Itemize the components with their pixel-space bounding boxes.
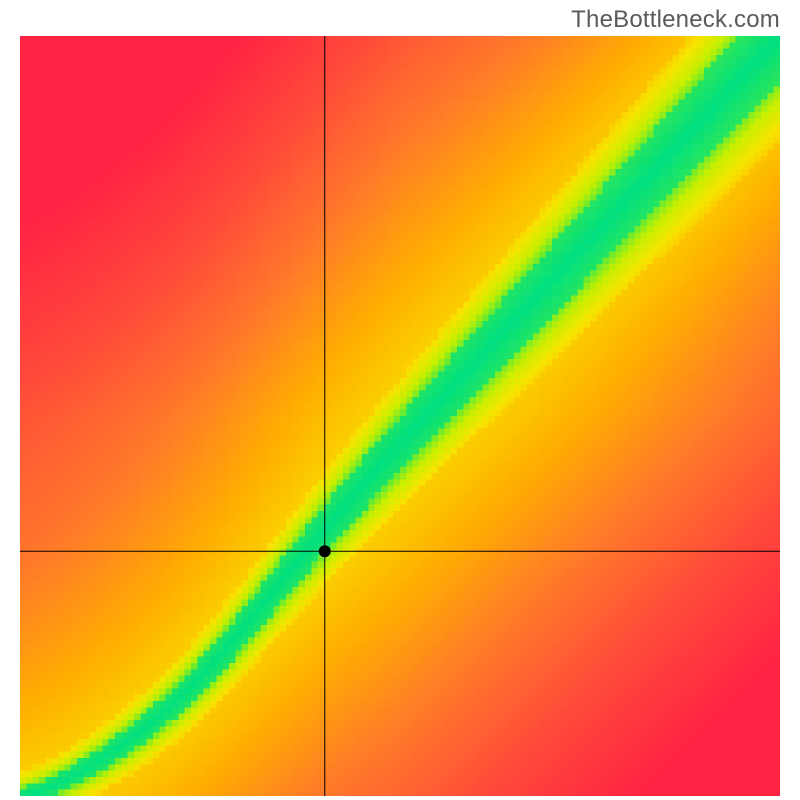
watermark-text: TheBottleneck.com bbox=[571, 6, 780, 34]
bottleneck-heatmap bbox=[20, 36, 780, 796]
heatmap-canvas bbox=[20, 36, 780, 796]
